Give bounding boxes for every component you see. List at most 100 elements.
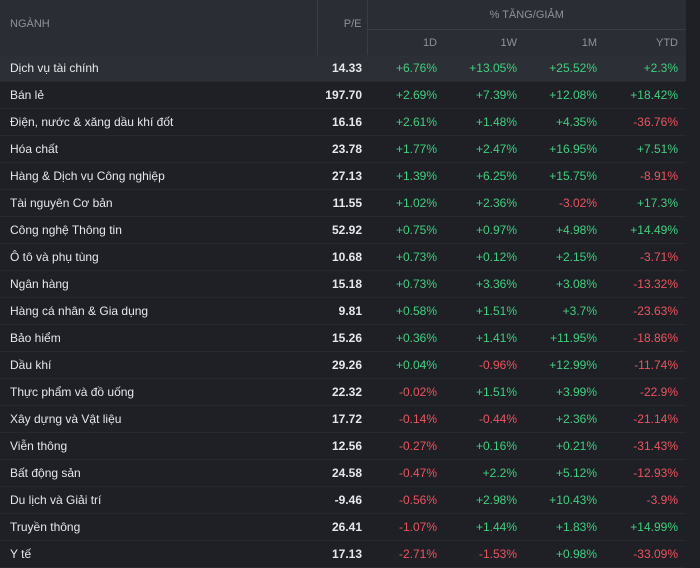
change-value: -3.9% [605,486,686,514]
sector-name: Thực phẩm và đồ uống [0,378,317,406]
pe-value: 16.16 [317,108,367,136]
change-value: -18.86% [605,324,686,352]
header-sector[interactable]: NGÀNH [0,0,317,55]
change-value: +1.51% [445,297,525,325]
sector-name: Tài nguyên Cơ bản [0,189,317,217]
change-value: +16.95% [525,135,605,163]
change-value: -13.32% [605,270,686,298]
change-value: +2.61% [367,108,445,136]
change-value: +0.36% [367,324,445,352]
change-value: -0.56% [367,486,445,514]
column-header[interactable]: 1W [445,29,525,55]
change-value: +2.69% [367,81,445,109]
change-value: +0.12% [445,243,525,271]
change-value: -3.02% [525,189,605,217]
pe-value: 17.13 [317,540,367,568]
table-row[interactable]: Y tế 17.13 -2.71% -1.53% +0.98% -33.09% [0,540,686,568]
change-value: +1.77% [367,135,445,163]
change-value: +15.75% [525,162,605,190]
table-row[interactable]: Dầu khí 29.26 +0.04% -0.96% +12.99% -11.74% [0,351,686,379]
change-value: +2.3% [605,55,686,82]
change-value: +0.16% [445,432,525,460]
change-value: +0.58% [367,297,445,325]
table-row[interactable]: Xây dựng và Vật liệu 17.72 -0.14% -0.44% +2.… [0,405,686,433]
sector-name: Truyền thông [0,513,317,541]
change-value: -0.27% [367,432,445,460]
change-value: -23.63% [605,297,686,325]
change-value: +10.43% [525,486,605,514]
change-value: +0.04% [367,351,445,379]
change-value: +1.48% [445,108,525,136]
sector-name: Ô tô và phụ tùng [0,243,317,271]
table-row[interactable]: Truyền thông 26.41 -1.07% +1.44% +1.83% +14.9… [0,513,686,541]
table-row[interactable]: Dịch vụ tài chính 14.33 +6.76% +13.05% +25.5… [0,55,686,82]
change-value: -0.02% [367,378,445,406]
sector-name: Dầu khí [0,351,317,379]
change-value: +0.73% [367,270,445,298]
pe-value: 23.78 [317,135,367,163]
sector-name: Bán lẻ [0,81,317,109]
change-value: -0.44% [445,405,525,433]
change-value: +2.47% [445,135,525,163]
table-row[interactable]: Viễn thông 12.56 -0.27% +0.16% +0.21% -31.43% [0,432,686,460]
sector-name: Hóa chất [0,135,317,163]
change-value: +1.41% [445,324,525,352]
table-row[interactable]: Bán lẻ 197.70 +2.69% +7.39% +12.08% +18.42% [0,81,686,109]
sector-name: Hàng cá nhân & Gia dụng [0,297,317,325]
table-row[interactable]: Điện, nước & xăng dầu khí đốt 16.16 +2.61%… [0,108,686,136]
table-row[interactable]: Bất động sản 24.58 -0.47% +2.2% +5.12% -12.93… [0,459,686,487]
change-value: -22.9% [605,378,686,406]
pe-value: 14.33 [317,55,367,82]
change-value: +2.36% [525,405,605,433]
change-value: +3.08% [525,270,605,298]
table-row[interactable]: Ô tô và phụ tùng 10.68 +0.73% +0.12% +2.15% -… [0,243,686,271]
pe-value: 11.55 [317,189,367,217]
change-value: -8.91% [605,162,686,190]
change-value: +5.12% [525,459,605,487]
pe-value: 27.13 [317,162,367,190]
table-row[interactable]: Bảo hiểm 15.26 +0.36% +1.41% +11.95% -18.86% [0,324,686,352]
column-header[interactable]: 1D [366,29,445,55]
change-value: +4.35% [525,108,605,136]
pe-value: 29.26 [317,351,367,379]
change-value: -33.09% [605,540,686,568]
change-value: +3.99% [525,378,605,406]
table-row[interactable]: Du lịch và Giải trí -9.46 -0.56% +2.98% +10.… [0,486,686,514]
table-row[interactable]: Hóa chất 23.78 +1.77% +2.47% +16.95% +7.51% [0,135,686,163]
change-value: +14.49% [605,216,686,244]
pe-value: 22.32 [317,378,367,406]
sector-name: Dịch vụ tài chính [0,55,317,82]
change-value: +2.2% [445,459,525,487]
table-row[interactable]: Thực phẩm và đồ uống 22.32 -0.02% +1.51% +3.… [0,378,686,406]
change-value: +0.75% [367,216,445,244]
pe-value: 52.92 [317,216,367,244]
sector-name: Công nghệ Thông tin [0,216,317,244]
column-header[interactable]: YTD [605,29,686,55]
table-row[interactable]: Ngân hàng 15.18 +0.73% +3.36% +3.08% -13.32% [0,270,686,298]
table-row[interactable]: Công nghệ Thông tin 52.92 +0.75% +0.97% +4.9… [0,216,686,244]
table-row[interactable]: Tài nguyên Cơ bản 11.55 +1.02% +2.36% -3.02%… [0,189,686,217]
pe-value: 197.70 [317,81,367,109]
pe-value: 24.58 [317,459,367,487]
change-value: +2.36% [445,189,525,217]
change-value: +1.02% [367,189,445,217]
column-header[interactable]: 1M [525,29,605,55]
change-value: +1.44% [445,513,525,541]
change-value: +25.52% [525,55,605,82]
change-value: +6.25% [445,162,525,190]
change-value: +0.73% [367,243,445,271]
change-value: -1.07% [367,513,445,541]
change-value: -12.93% [605,459,686,487]
sector-name: Bất động sản [0,459,317,487]
table-row[interactable]: Hàng & Dịch vụ Công nghiệp 27.13 +1.39% +6.… [0,162,686,190]
change-value: +13.05% [445,55,525,82]
change-value: +1.39% [367,162,445,190]
change-value: -31.43% [605,432,686,460]
header-change: % TĂNG/GIẢM [366,0,686,30]
sector-name: Viễn thông [0,432,317,460]
change-value: +1.51% [445,378,525,406]
header-pe[interactable]: P/E [316,0,367,55]
table-row[interactable]: Hàng cá nhân & Gia dụng 9.81 +0.58% +1.51% +… [0,297,686,325]
change-value: +1.83% [525,513,605,541]
